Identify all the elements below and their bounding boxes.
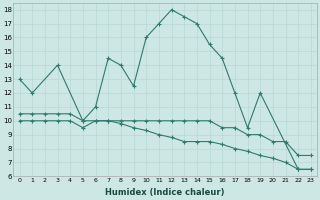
X-axis label: Humidex (Indice chaleur): Humidex (Indice chaleur)	[106, 188, 225, 197]
